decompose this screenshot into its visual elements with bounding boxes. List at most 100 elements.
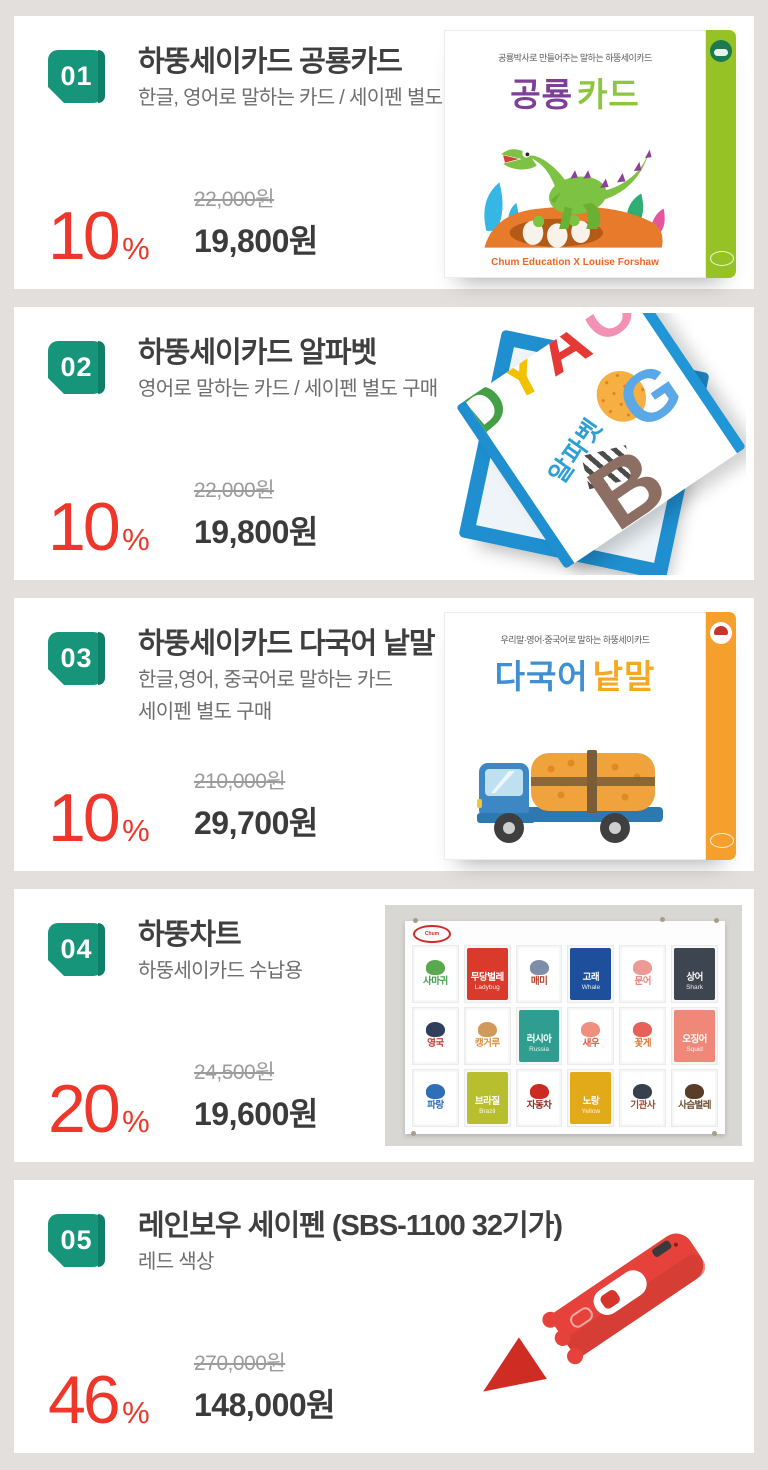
badge-corner-cut bbox=[48, 960, 64, 976]
chart-pocket: 무당벌레 Ladybug bbox=[463, 945, 511, 1003]
box-caption: 공룡박사로 만들어주는 말하는 하뚱세이카드 bbox=[498, 53, 652, 63]
sale-price: 29,700원 bbox=[194, 805, 318, 841]
prices: 22,000원 19,800원 bbox=[194, 183, 318, 262]
rank-number: 01 bbox=[60, 61, 93, 91]
chart-pocket: 고래 Whale bbox=[567, 945, 615, 1003]
pin-icon bbox=[714, 918, 719, 923]
product-title: 레인보우 세이펜 (SBS-1100 32기가) bbox=[138, 1210, 563, 1242]
product-card[interactable]: 03 하뚱세이카드 다국어 낱말 한글,영어, 중국어로 말하는 카드 세이펜 … bbox=[14, 598, 754, 871]
flash-card: 매미 bbox=[518, 948, 560, 1000]
card-sublabel: Squid bbox=[686, 1045, 703, 1053]
product-info: 하뚱세이카드 공룡카드 한글, 영어로 말하는 카드 / 세이펜 별도 구매 bbox=[138, 46, 483, 111]
rank-badge: 05 bbox=[48, 1214, 105, 1267]
chart-pocket: 꽃게 bbox=[619, 1007, 667, 1065]
product-description: 한글,영어, 중국어로 말하는 카드 bbox=[138, 669, 393, 692]
badge-corner-cut bbox=[48, 87, 64, 103]
flash-card: 오징어 Squid bbox=[674, 1010, 715, 1062]
card-label: 꽃게 bbox=[634, 1038, 652, 1050]
card-label: 캥거루 bbox=[474, 1038, 500, 1050]
card-art bbox=[529, 1084, 549, 1100]
product-card[interactable]: 05 레인보우 세이펜 (SBS-1100 32기가) 레드 색상 46 % 2… bbox=[14, 1180, 754, 1453]
discount-percent: 46 % bbox=[48, 1366, 178, 1434]
flash-card: 파랑 bbox=[415, 1072, 456, 1124]
product-description-line2: 세이펜 별도 구매 bbox=[138, 701, 272, 724]
original-price: 22,000원 bbox=[194, 188, 275, 211]
original-price: 24,500원 bbox=[194, 1061, 275, 1084]
card-label: 기관사 bbox=[630, 1100, 656, 1112]
card-art bbox=[685, 1084, 705, 1100]
product-card[interactable]: 04 하뚱차트 하뚱세이카드 수납용 20 % 24,500원 19,600원 bbox=[14, 889, 754, 1162]
rank-number: 05 bbox=[60, 1225, 93, 1255]
product-info: 하뚱세이카드 다국어 낱말 한글,영어, 중국어로 말하는 카드 세이펜 별도 … bbox=[138, 628, 436, 725]
card-label: 사슴벌레 bbox=[678, 1100, 712, 1112]
chart-pocket: 사마귀 bbox=[412, 945, 459, 1003]
discount-number: 46 bbox=[48, 1362, 121, 1438]
sale-price: 148,000원 bbox=[194, 1387, 336, 1423]
badge-corner-cut bbox=[48, 378, 64, 394]
discount-number: 10 bbox=[48, 780, 121, 856]
discount-number: 10 bbox=[48, 198, 121, 274]
card-label: 노랑 bbox=[582, 1096, 600, 1108]
box-spine bbox=[706, 612, 736, 860]
box-title-part1: 공룡 bbox=[510, 76, 573, 113]
sale-price: 19,800원 bbox=[194, 514, 318, 550]
chart-pocket: 자동차 bbox=[515, 1069, 563, 1127]
discount-number: 20 bbox=[48, 1071, 121, 1147]
box-title: 다국어 낱말 bbox=[445, 650, 705, 698]
chart-pocket: 영국 bbox=[412, 1007, 459, 1065]
card-label: 새우 bbox=[582, 1038, 600, 1050]
rank-badge: 01 bbox=[48, 50, 105, 103]
badge-fold bbox=[98, 341, 105, 394]
product-info: 하뚱세이카드 알파벳 영어로 말하는 카드 / 세이펜 별도 구매 bbox=[138, 337, 438, 402]
card-art bbox=[530, 1018, 549, 1033]
brand-oval-logo bbox=[710, 833, 734, 848]
pin-icon bbox=[660, 917, 665, 922]
card-art bbox=[478, 1080, 497, 1095]
card-art bbox=[685, 956, 704, 971]
price-block: 46 % 270,000원 148,000원 bbox=[48, 1347, 336, 1434]
product-description: 영어로 말하는 카드 / 세이펜 별도 구매 bbox=[138, 378, 438, 401]
flash-card: 꽃게 bbox=[622, 1010, 664, 1062]
card-art bbox=[477, 1022, 497, 1038]
chart-pocket: 사슴벌레 bbox=[671, 1069, 718, 1127]
chart-pocket: 상어 Shark bbox=[671, 945, 718, 1003]
chart-grid: 사마귀 무당벌레 Ladybug 매미 고래 Whale 문어 상어 Shark 영국… bbox=[405, 945, 725, 1134]
card-sublabel: Russia bbox=[529, 1045, 549, 1053]
product-card[interactable]: 02 하뚱세이카드 알파벳 영어로 말하는 카드 / 세이펜 별도 구매 10 … bbox=[14, 307, 754, 580]
original-price: 270,000원 bbox=[194, 1352, 286, 1375]
product-card[interactable]: 01 하뚱세이카드 공룡카드 한글, 영어로 말하는 카드 / 세이펜 별도 구… bbox=[14, 16, 754, 289]
rank-badge: 03 bbox=[48, 632, 105, 685]
chart-pocket: 파랑 bbox=[412, 1069, 459, 1127]
card-label: 자동차 bbox=[526, 1100, 552, 1112]
card-label: 파랑 bbox=[427, 1100, 444, 1112]
chart-pocket: 새우 bbox=[567, 1007, 615, 1065]
card-art bbox=[633, 1084, 653, 1100]
badge-fold bbox=[98, 1214, 105, 1267]
card-art bbox=[425, 1022, 445, 1038]
percent-sign: % bbox=[122, 1395, 150, 1430]
badge-corner-cut bbox=[48, 1251, 64, 1267]
brand-oval-logo bbox=[710, 251, 734, 266]
card-art bbox=[581, 1022, 601, 1038]
flash-card: 무당벌레 Ladybug bbox=[466, 948, 508, 1000]
box-front: 공룡박사로 만들어주는 말하는 하뚱세이카드 공룡 카드 bbox=[444, 30, 706, 278]
flash-card: 고래 Whale bbox=[570, 948, 612, 1000]
box-title: 공룡 카드 bbox=[445, 68, 705, 116]
box-title-part1: 다국어 bbox=[494, 658, 589, 695]
rank-number: 03 bbox=[60, 643, 93, 673]
badge-fold bbox=[98, 632, 105, 685]
card-art bbox=[581, 956, 600, 971]
flash-card: 자동차 bbox=[518, 1072, 560, 1124]
sale-price: 19,800원 bbox=[194, 223, 318, 259]
product-photo-dinosaur-card-box: 공룡박사로 만들어주는 말하는 하뚱세이카드 공룡 카드 bbox=[444, 30, 736, 278]
pin-icon bbox=[712, 1131, 717, 1136]
card-label: 러시아 bbox=[526, 1034, 552, 1046]
box-caption: 우리말·영어·중국어로 말하는 하뚱세이카드 bbox=[500, 635, 650, 645]
discount-percent: 20 % bbox=[48, 1075, 178, 1143]
letter-g: G bbox=[604, 347, 696, 446]
card-sublabel: Whale bbox=[581, 983, 601, 991]
product-title: 하뚱세이카드 알파벳 bbox=[138, 337, 377, 369]
card-sublabel: Yellow bbox=[581, 1107, 601, 1115]
discount-percent: 10 % bbox=[48, 784, 178, 852]
percent-sign: % bbox=[122, 1104, 150, 1139]
